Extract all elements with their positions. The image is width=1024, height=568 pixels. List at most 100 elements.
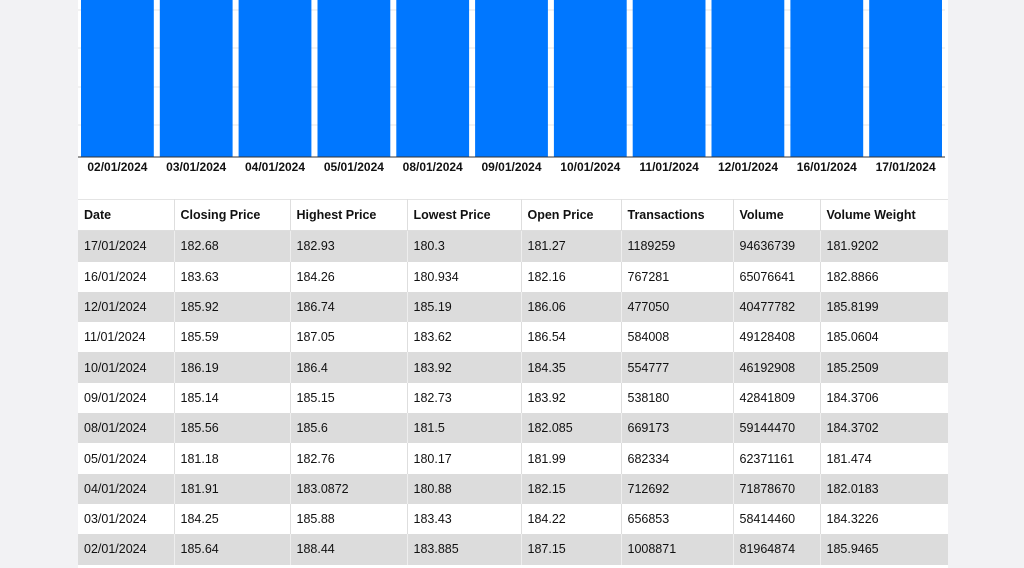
column-header[interactable]: Transactions	[621, 198, 734, 232]
bar[interactable]	[317, 0, 391, 157]
bar[interactable]	[869, 0, 942, 157]
table-cell: 182.73	[407, 382, 522, 414]
table-cell: 182.93	[290, 230, 408, 262]
table-cell: 767281	[621, 261, 734, 292]
table-cell: 62371161	[733, 443, 821, 474]
table-cell: 181.9202	[820, 230, 948, 262]
column-header[interactable]: Highest Price	[290, 198, 408, 232]
table-row: 12/01/2024 185.92 186.74 185.19 186.06 477050…	[78, 291, 948, 323]
table-cell: 02/01/2024	[78, 534, 175, 565]
table-cell: 185.6	[290, 413, 408, 444]
table-cell: 181.5	[407, 413, 522, 444]
table-cell: 59144470	[733, 413, 821, 444]
table-cell: 185.64	[174, 534, 291, 565]
table-cell: 185.0604	[820, 322, 948, 353]
table-row: 02/01/2024 185.64 188.44 183.885 187.15 10088…	[78, 534, 948, 565]
table-cell: 682334	[621, 443, 734, 474]
table-cell: 183.62	[407, 322, 522, 353]
table-cell: 10/01/2024	[78, 352, 175, 383]
table-cell: 186.4	[290, 352, 408, 383]
table-cell: 183.885	[407, 534, 522, 565]
table-cell: 94636739	[733, 230, 821, 262]
table-cell: 08/01/2024	[78, 413, 175, 444]
column-header[interactable]: Lowest Price	[407, 198, 522, 232]
x-tick-label: 08/01/2024	[403, 160, 463, 174]
table-cell: 1189259	[621, 230, 734, 262]
table-cell: 71878670	[733, 473, 821, 504]
x-tick-label: 10/01/2024	[560, 160, 620, 174]
table-row: 17/01/2024 182.68 182.93 180.3 181.27 1189259…	[78, 230, 948, 262]
table-cell: 182.15	[521, 473, 622, 504]
table-cell: 12/01/2024	[78, 291, 175, 323]
bar[interactable]	[238, 0, 312, 157]
table-cell: 183.92	[521, 382, 622, 414]
table-row: 16/01/2024 183.63 184.26 180.934 182.16 76728…	[78, 261, 948, 292]
bar[interactable]	[553, 0, 627, 157]
table-cell: 180.88	[407, 473, 522, 504]
x-tick-label: 11/01/2024	[639, 160, 699, 174]
table-cell: 185.8199	[820, 291, 948, 323]
bar[interactable]	[475, 0, 548, 157]
x-tick-label: 12/01/2024	[718, 160, 778, 174]
table-header-row: Date Closing Price Highest Price Lowest Pri…	[78, 198, 948, 232]
bar[interactable]	[632, 0, 706, 157]
column-header[interactable]: Open Price	[521, 198, 622, 232]
column-header[interactable]: Closing Price	[174, 198, 291, 232]
table-cell: 187.15	[521, 534, 622, 565]
table-cell: 182.8866	[820, 261, 948, 292]
table-row: 08/01/2024 185.56 185.6 181.5 182.085 669173 5…	[78, 413, 948, 444]
bar[interactable]	[711, 0, 785, 157]
closing-price-bar-chart: 02/01/2024 03/01/2024 04/01/2024 05/01/2024…	[78, 0, 948, 185]
table-cell: 181.27	[521, 230, 622, 262]
table-cell: 188.44	[290, 534, 408, 565]
table-cell: 183.0872	[290, 473, 408, 504]
table-cell: 182.0183	[820, 473, 948, 504]
table-cell: 58414460	[733, 503, 821, 535]
table-cell: 185.88	[290, 503, 408, 535]
table-cell: 183.92	[407, 352, 522, 383]
bar[interactable]	[81, 0, 154, 157]
bar[interactable]	[790, 0, 864, 157]
table-cell: 181.474	[820, 443, 948, 474]
table-cell: 669173	[621, 413, 734, 444]
table-cell: 65076641	[733, 261, 821, 292]
table-cell: 182.68	[174, 230, 291, 262]
table-cell: 185.19	[407, 291, 522, 323]
table-cell: 183.63	[174, 261, 291, 292]
chart-svg: 02/01/2024 03/01/2024 04/01/2024 05/01/2024…	[78, 0, 945, 174]
table-cell: 712692	[621, 473, 734, 504]
table-cell: 184.22	[521, 503, 622, 535]
x-tick-label: 05/01/2024	[324, 160, 384, 174]
table-cell: 186.74	[290, 291, 408, 323]
table-cell: 11/01/2024	[78, 322, 175, 353]
x-tick-label: 02/01/2024	[87, 160, 147, 174]
table-body: 17/01/2024 182.68 182.93 180.3 181.27 1189259…	[78, 230, 948, 565]
x-tick-label: 16/01/2024	[797, 160, 857, 174]
bar[interactable]	[159, 0, 233, 157]
table-cell: 16/01/2024	[78, 261, 175, 292]
table-cell: 185.92	[174, 291, 291, 323]
table-cell: 181.18	[174, 443, 291, 474]
table-cell: 183.43	[407, 503, 522, 535]
table-cell: 04/01/2024	[78, 473, 175, 504]
table-cell: 477050	[621, 291, 734, 323]
table-cell: 182.16	[521, 261, 622, 292]
table-cell: 180.17	[407, 443, 522, 474]
table-cell: 184.35	[521, 352, 622, 383]
table-cell: 185.59	[174, 322, 291, 353]
table-cell: 185.14	[174, 382, 291, 414]
column-header[interactable]: Date	[78, 198, 175, 232]
table-cell: 49128408	[733, 322, 821, 353]
bar[interactable]	[396, 0, 470, 157]
table-cell: 186.19	[174, 352, 291, 383]
table-cell: 184.3226	[820, 503, 948, 535]
table-cell: 185.2509	[820, 352, 948, 383]
table-cell: 584008	[621, 322, 734, 353]
price-table: Date Closing Price Highest Price Lowest Pri…	[78, 198, 948, 565]
table-cell: 538180	[621, 382, 734, 414]
column-header[interactable]: Volume Weight	[820, 198, 948, 232]
x-tick-label: 09/01/2024	[481, 160, 541, 174]
table-cell: 182.085	[521, 413, 622, 444]
column-header[interactable]: Volume	[733, 198, 821, 232]
table-cell: 46192908	[733, 352, 821, 383]
